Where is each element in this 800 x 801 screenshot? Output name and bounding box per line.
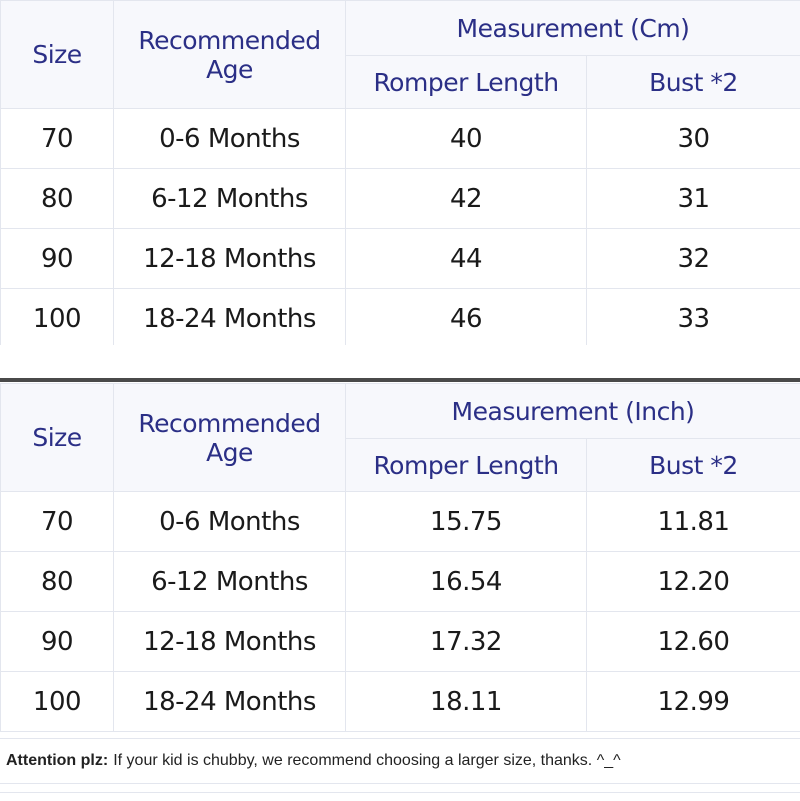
cell-bust: 32	[587, 229, 800, 289]
cell-romper-length: 18.11	[346, 672, 587, 732]
header-measurement: Measurement (Inch)	[346, 384, 800, 439]
attention-label: Attention plz:	[6, 752, 108, 770]
table-row: 70 0-6 Months 15.75 11.81	[1, 492, 800, 552]
attention-text: If your kid is chubby, we recommend choo…	[113, 752, 620, 770]
header-bust: Bust *2	[587, 439, 800, 492]
cell-size: 90	[1, 612, 114, 672]
header-recommended-age: Recommended Age	[114, 1, 346, 109]
cell-size: 100	[1, 289, 114, 349]
table-row: 70 0-6 Months 40 30	[1, 109, 800, 169]
cell-size: 100	[1, 672, 114, 732]
header-size: Size	[1, 384, 114, 492]
cell-age: 12-18 Months	[114, 229, 346, 289]
header-romper-length: Romper Length	[346, 56, 587, 109]
section-divider	[0, 378, 800, 382]
table-row: 90 12-18 Months 44 32	[1, 229, 800, 289]
cell-romper-length: 44	[346, 229, 587, 289]
header-recommended-age: Recommended Age	[114, 384, 346, 492]
table-row: 90 12-18 Months 17.32 12.60	[1, 612, 800, 672]
cell-bust: 33	[587, 289, 800, 349]
table-spacer	[0, 345, 800, 379]
header-size: Size	[1, 1, 114, 109]
size-chart-inch: Size Recommended Age Measurement (Inch) …	[0, 383, 800, 732]
header-bust: Bust *2	[587, 56, 800, 109]
cell-age: 0-6 Months	[114, 109, 346, 169]
cell-size: 70	[1, 109, 114, 169]
cell-age: 18-24 Months	[114, 289, 346, 349]
cell-size: 80	[1, 169, 114, 229]
cell-romper-length: 17.32	[346, 612, 587, 672]
attention-note: Attention plz: If your kid is chubby, we…	[0, 738, 800, 784]
cell-age: 12-18 Months	[114, 612, 346, 672]
cell-romper-length: 40	[346, 109, 587, 169]
cell-romper-length: 16.54	[346, 552, 587, 612]
cell-bust: 31	[587, 169, 800, 229]
cell-bust: 12.60	[587, 612, 800, 672]
size-chart-cm: Size Recommended Age Measurement (Cm) Ro…	[0, 0, 800, 349]
table-row: 100 18-24 Months 46 33	[1, 289, 800, 349]
cell-romper-length: 46	[346, 289, 587, 349]
header-measurement: Measurement (Cm)	[346, 1, 800, 56]
table-row: 80 6-12 Months 16.54 12.20	[1, 552, 800, 612]
cell-romper-length: 15.75	[346, 492, 587, 552]
cell-age: 18-24 Months	[114, 672, 346, 732]
cell-bust: 12.20	[587, 552, 800, 612]
table-row: 80 6-12 Months 42 31	[1, 169, 800, 229]
cell-age: 0-6 Months	[114, 492, 346, 552]
cell-romper-length: 42	[346, 169, 587, 229]
header-romper-length: Romper Length	[346, 439, 587, 492]
cell-size: 70	[1, 492, 114, 552]
cell-bust: 11.81	[587, 492, 800, 552]
cell-age: 6-12 Months	[114, 552, 346, 612]
cell-bust: 30	[587, 109, 800, 169]
cell-size: 90	[1, 229, 114, 289]
cell-size: 80	[1, 552, 114, 612]
table-row: 100 18-24 Months 18.11 12.99	[1, 672, 800, 732]
cell-age: 6-12 Months	[114, 169, 346, 229]
cell-bust: 12.99	[587, 672, 800, 732]
